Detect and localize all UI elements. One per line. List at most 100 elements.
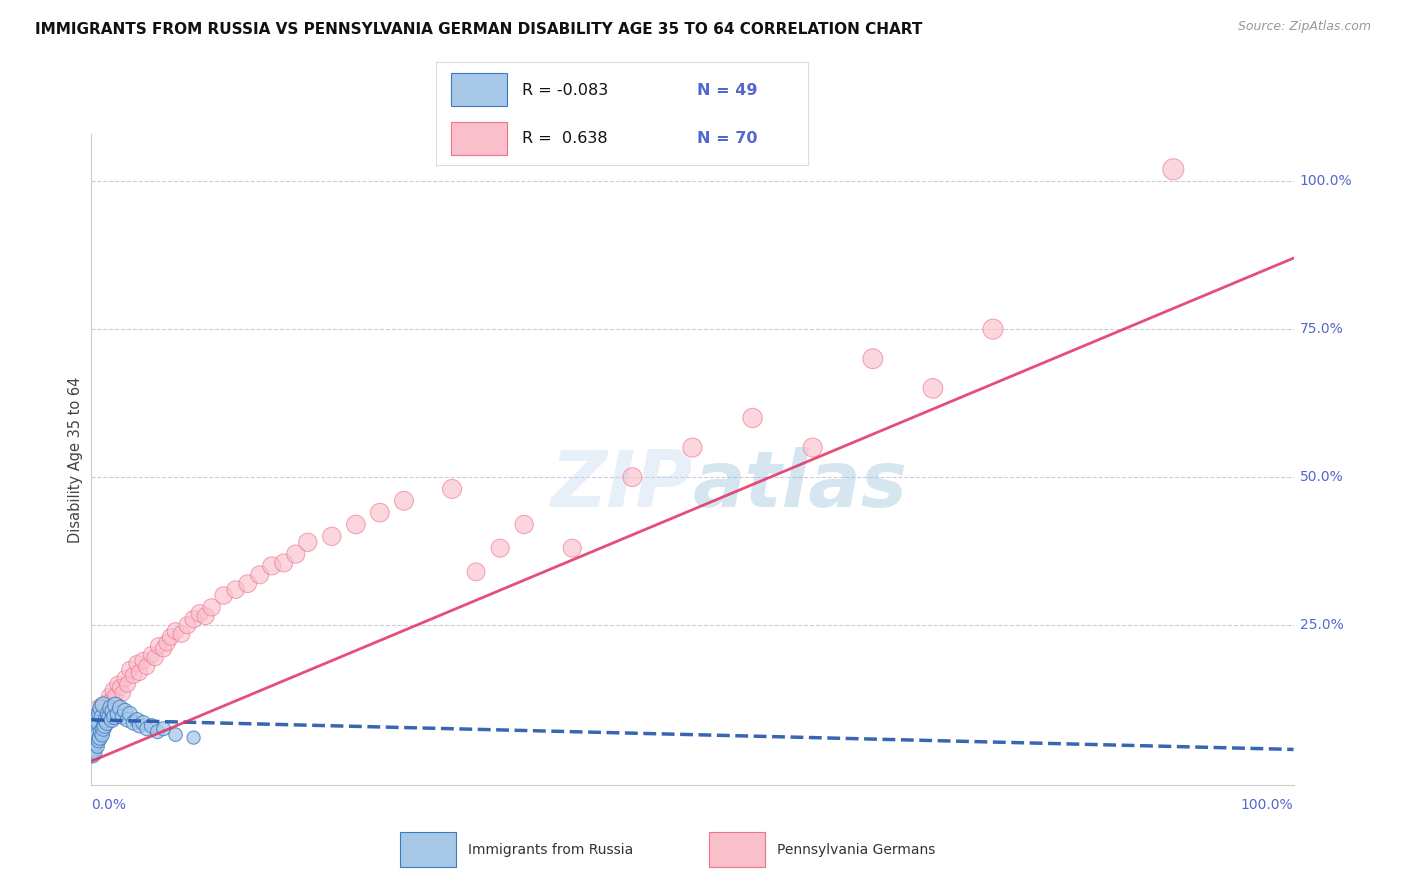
Point xyxy=(84,710,107,724)
Point xyxy=(368,506,391,520)
Point xyxy=(146,724,169,739)
Text: 25.0%: 25.0% xyxy=(1299,618,1343,632)
Bar xyxy=(451,73,506,105)
Point xyxy=(84,722,107,736)
Point xyxy=(561,541,583,556)
Point xyxy=(83,742,105,756)
Point xyxy=(141,648,163,662)
Point xyxy=(84,737,107,751)
Text: R = -0.083: R = -0.083 xyxy=(522,83,607,97)
Text: ZIP: ZIP xyxy=(550,448,692,524)
Point xyxy=(194,609,217,624)
Point xyxy=(183,731,205,745)
Point xyxy=(128,719,150,733)
Point xyxy=(321,529,343,543)
Point xyxy=(91,710,114,724)
Text: Immigrants from Russia: Immigrants from Russia xyxy=(468,843,633,856)
Point xyxy=(91,728,114,742)
Point xyxy=(148,639,170,653)
Y-axis label: Disability Age 35 to 64: Disability Age 35 to 64 xyxy=(67,376,83,542)
Point xyxy=(440,482,463,496)
Point xyxy=(101,683,124,698)
Point xyxy=(111,710,134,724)
Text: 100.0%: 100.0% xyxy=(1241,798,1294,812)
Point xyxy=(152,722,174,736)
Point xyxy=(156,636,179,650)
Point xyxy=(84,731,107,745)
Text: IMMIGRANTS FROM RUSSIA VS PENNSYLVANIA GERMAN DISABILITY AGE 35 TO 64 CORRELATIO: IMMIGRANTS FROM RUSSIA VS PENNSYLVANIA G… xyxy=(35,22,922,37)
Point xyxy=(681,441,703,455)
Point xyxy=(107,706,129,721)
Point xyxy=(93,722,115,736)
Point xyxy=(741,411,763,425)
Point xyxy=(87,715,110,730)
Point xyxy=(176,618,198,632)
Point xyxy=(89,731,111,745)
Point xyxy=(84,731,107,745)
Point xyxy=(117,677,139,691)
Point xyxy=(83,724,105,739)
Point xyxy=(93,719,115,733)
Point xyxy=(104,698,127,712)
Point xyxy=(141,719,163,733)
Bar xyxy=(451,122,506,155)
Text: N = 49: N = 49 xyxy=(697,83,758,97)
Point xyxy=(89,706,111,721)
Point xyxy=(82,733,104,747)
Point xyxy=(165,624,187,638)
Point xyxy=(96,695,118,709)
Point xyxy=(118,663,141,677)
Point xyxy=(135,659,157,673)
Point xyxy=(465,565,488,579)
Point xyxy=(1161,162,1184,177)
Point xyxy=(297,535,319,549)
Point xyxy=(89,706,111,721)
Point xyxy=(201,600,224,615)
Point xyxy=(170,627,193,641)
Point xyxy=(284,547,307,561)
Point xyxy=(104,689,127,703)
Point xyxy=(621,470,644,484)
Point xyxy=(114,672,136,686)
Point xyxy=(143,650,166,665)
Point xyxy=(981,322,1004,336)
Point xyxy=(101,692,124,706)
Point xyxy=(110,681,132,695)
Point xyxy=(98,689,121,703)
Point xyxy=(84,719,107,733)
Point xyxy=(98,710,121,724)
Text: 0.0%: 0.0% xyxy=(91,798,127,812)
Point xyxy=(489,541,512,556)
Text: 50.0%: 50.0% xyxy=(1299,470,1343,484)
Point xyxy=(103,710,125,724)
Text: 100.0%: 100.0% xyxy=(1299,174,1353,188)
Point xyxy=(86,701,108,715)
Point xyxy=(91,698,114,712)
Point xyxy=(273,556,295,570)
Point xyxy=(97,706,120,721)
Point xyxy=(118,706,141,721)
Point xyxy=(82,748,104,763)
Point xyxy=(249,567,271,582)
Point xyxy=(86,722,108,736)
Point xyxy=(83,724,105,739)
Point xyxy=(260,558,283,573)
Text: Source: ZipAtlas.com: Source: ZipAtlas.com xyxy=(1237,20,1371,33)
Text: atlas: atlas xyxy=(692,448,907,524)
Point xyxy=(117,713,139,727)
Point xyxy=(135,722,157,736)
Point xyxy=(84,713,107,727)
Text: R =  0.638: R = 0.638 xyxy=(522,131,607,146)
Point xyxy=(801,441,824,455)
Point xyxy=(90,719,112,733)
Bar xyxy=(399,832,456,867)
Point xyxy=(159,630,181,644)
Point xyxy=(96,715,118,730)
Point xyxy=(122,715,145,730)
Point xyxy=(212,589,235,603)
Point xyxy=(84,746,107,760)
Point xyxy=(90,701,112,715)
Point xyxy=(132,715,155,730)
Point xyxy=(93,698,115,712)
Point xyxy=(97,710,120,724)
